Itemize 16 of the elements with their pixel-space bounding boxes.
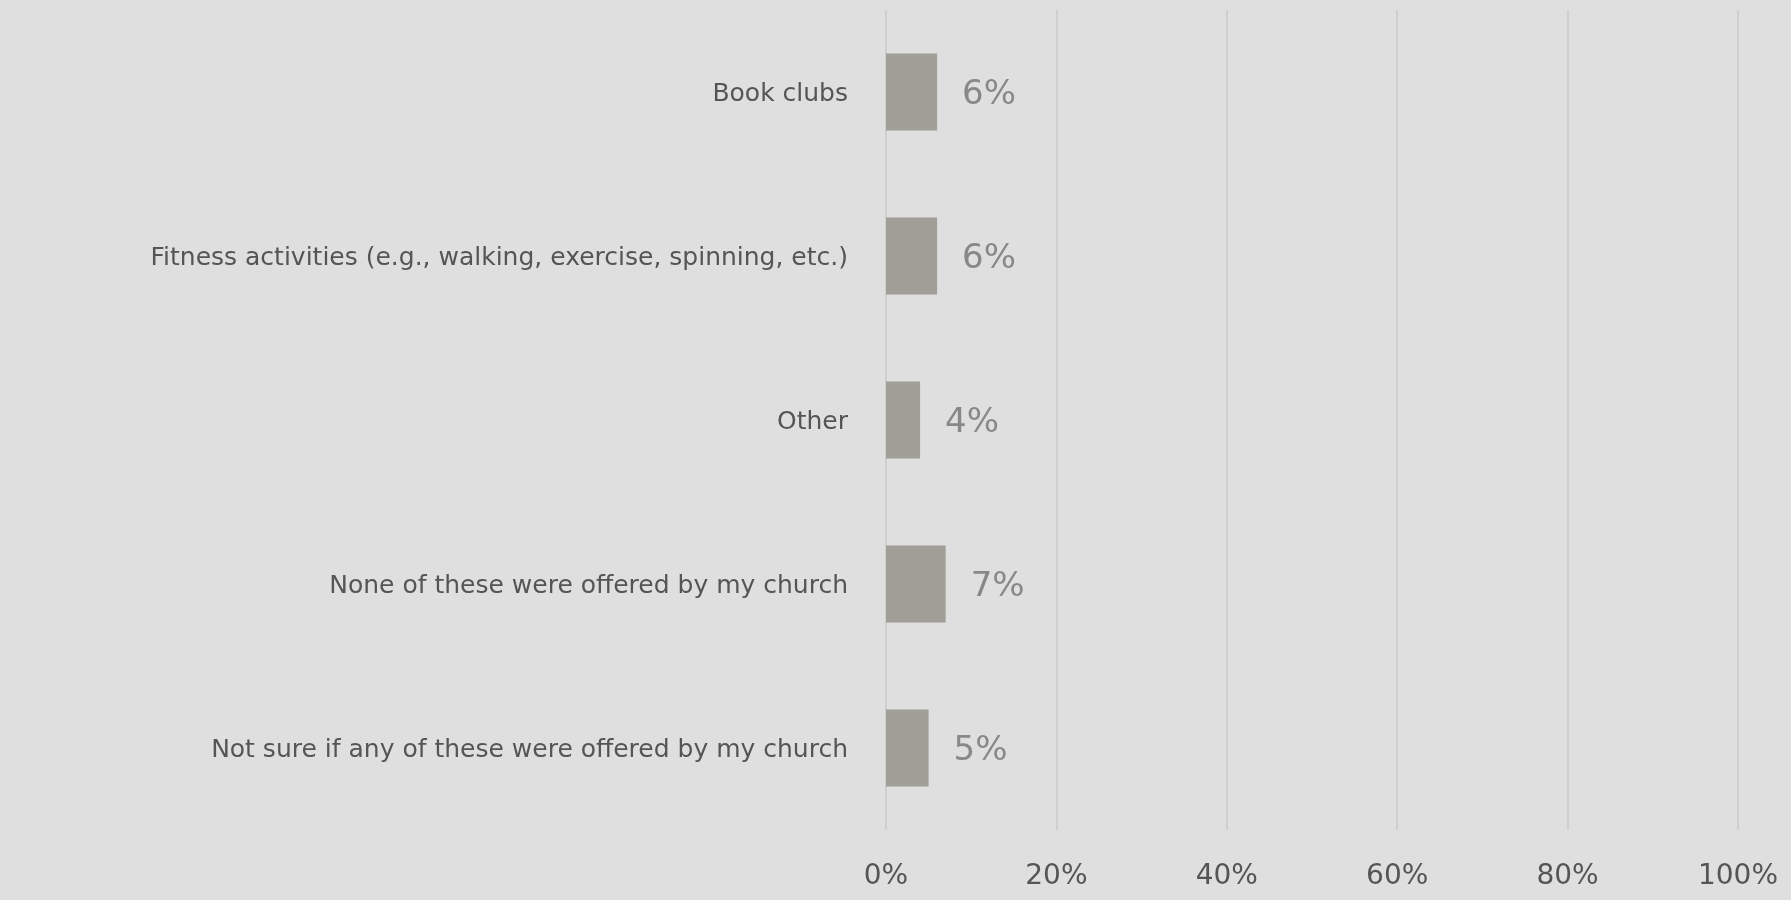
y-tick-label: Book clubs [712, 77, 848, 107]
x-tick-label: 0% [863, 857, 909, 891]
y-tick-label: None of these were offered by my church [329, 569, 848, 599]
y-tick-label: Fitness activities (e.g., walking, exercise, spinning, etc.) [150, 241, 848, 271]
x-tick-label: 60% [1366, 857, 1429, 891]
data-label: 6% [962, 236, 1017, 276]
x-tick-label: 40% [1195, 857, 1258, 891]
data-label: 7% [970, 564, 1025, 604]
x-tick-label: 80% [1536, 857, 1599, 891]
data-label: 5% [953, 728, 1008, 768]
x-tick-label: 20% [1025, 857, 1088, 891]
y-tick-label: Other [777, 405, 849, 435]
y-tick-label: Not sure if any of these were offered by my church [211, 733, 848, 763]
data-label: 6% [962, 72, 1017, 112]
x-tick-label: 100% [1697, 857, 1779, 891]
data-label: 4% [945, 400, 1000, 440]
